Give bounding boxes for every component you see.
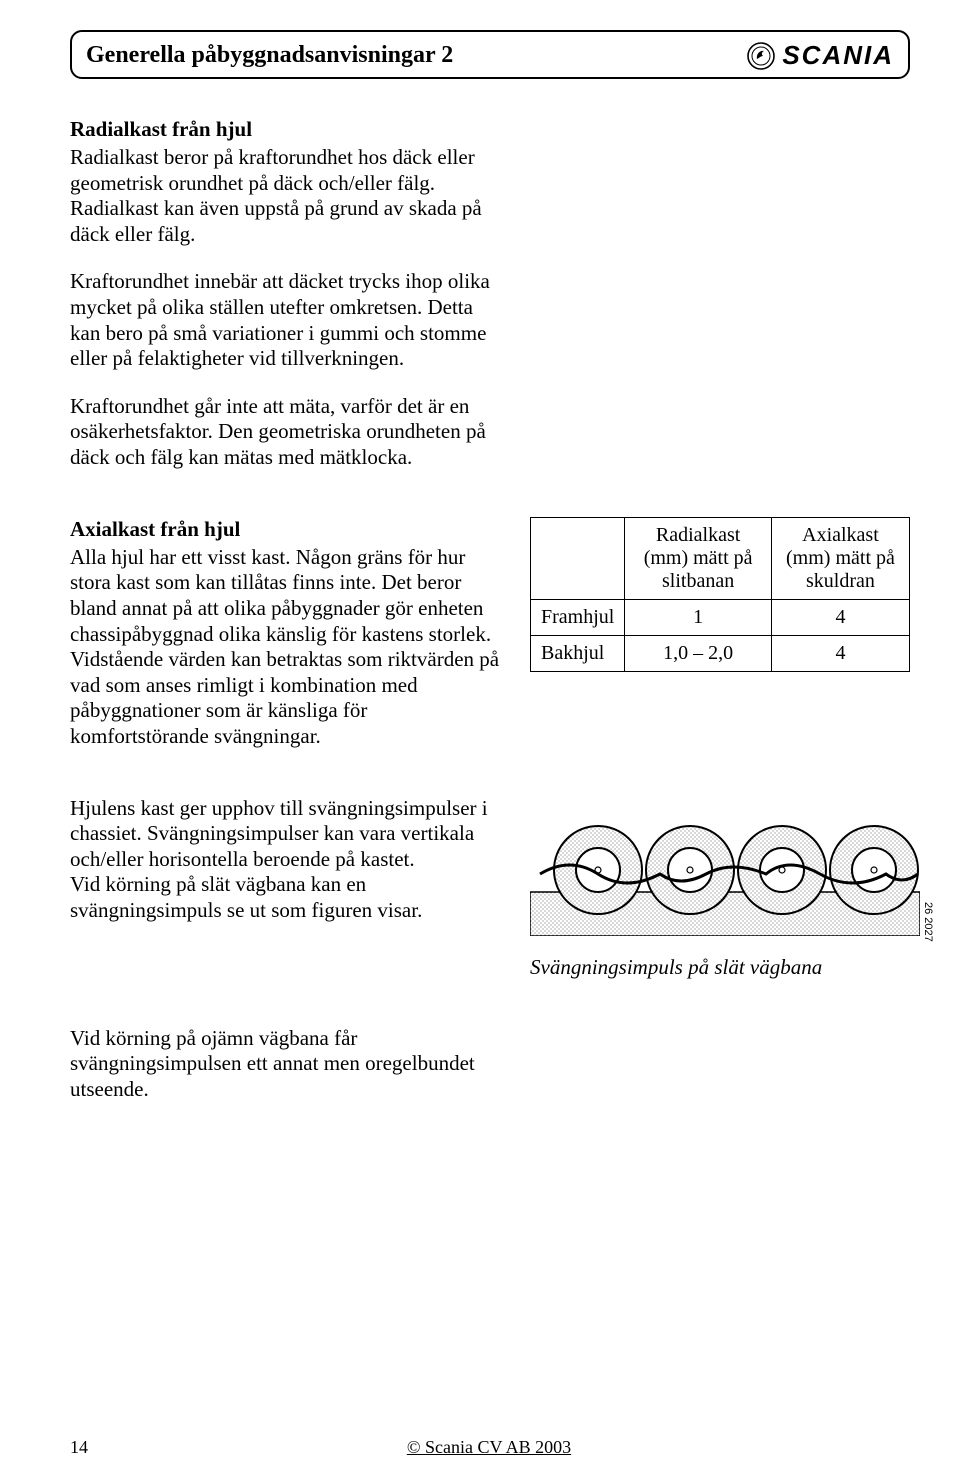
- table-header: Axialkast (mm) mätt på skuldran: [771, 517, 909, 599]
- table-cell: 1: [625, 599, 772, 635]
- table-row-label: Framhjul: [531, 599, 625, 635]
- paragraph: Hjulens kast ger upphov till svängningsi…: [70, 796, 500, 924]
- paragraph: Radialkast beror på kraftorundhet hos dä…: [70, 145, 500, 247]
- griffin-icon: [746, 41, 776, 71]
- table-header: Radialkast (mm) mätt på slitbanan: [625, 517, 772, 599]
- table-header-empty: [531, 517, 625, 599]
- figure-caption: Svängningsimpuls på slät vägbana: [530, 955, 920, 980]
- brand-text: SCANIA: [782, 40, 894, 71]
- wheel-diagram-icon: [530, 796, 920, 936]
- paragraph: Kraftorundhet innebär att däcket trycks …: [70, 269, 500, 371]
- document-header: Generella påbyggnadsanvisningar 2 SCANIA: [70, 30, 910, 79]
- copyright: © Scania CV AB 2003: [407, 1437, 571, 1458]
- page-footer: 14 © Scania CV AB 2003: [70, 1437, 910, 1458]
- figure-reference: 26 2027: [922, 902, 934, 942]
- section-impulser: Hjulens kast ger upphov till svängningsi…: [70, 796, 500, 980]
- table-cell: 1,0 – 2,0: [625, 635, 772, 671]
- table-header-row: Radialkast (mm) mätt på slitbanan Axialk…: [531, 517, 910, 599]
- table-cell: 4: [771, 599, 909, 635]
- heading-radialkast: Radialkast från hjul: [70, 117, 500, 142]
- paragraph: Alla hjul har ett visst kast. Någon grän…: [70, 545, 500, 750]
- page-number: 14: [70, 1437, 88, 1458]
- table-cell: 4: [771, 635, 909, 671]
- table-row: Framhjul 1 4: [531, 599, 910, 635]
- section-axialkast: Axialkast från hjul Alla hjul har ett vi…: [70, 517, 500, 750]
- heading-axialkast: Axialkast från hjul: [70, 517, 500, 542]
- header-title: Generella påbyggnadsanvisningar 2: [86, 42, 453, 69]
- table-row-label: Bakhjul: [531, 635, 625, 671]
- brand-logo: SCANIA: [746, 40, 894, 71]
- paragraph: Kraftorundhet går inte att mäta, varför …: [70, 394, 500, 471]
- section-ojamn: Vid körning på ojämn vägbana får svängni…: [70, 1026, 500, 1103]
- table-row: Bakhjul 1,0 – 2,0 4: [531, 635, 910, 671]
- paragraph: Vid körning på ojämn vägbana får svängni…: [70, 1026, 500, 1103]
- section-radialkast: Radialkast från hjul Radialkast beror på…: [70, 117, 500, 471]
- kast-table: Radialkast (mm) mätt på slitbanan Axialk…: [530, 517, 910, 672]
- wheel-oscillation-figure: 26 2027 Svängningsimpuls på slät vägbana: [530, 796, 920, 980]
